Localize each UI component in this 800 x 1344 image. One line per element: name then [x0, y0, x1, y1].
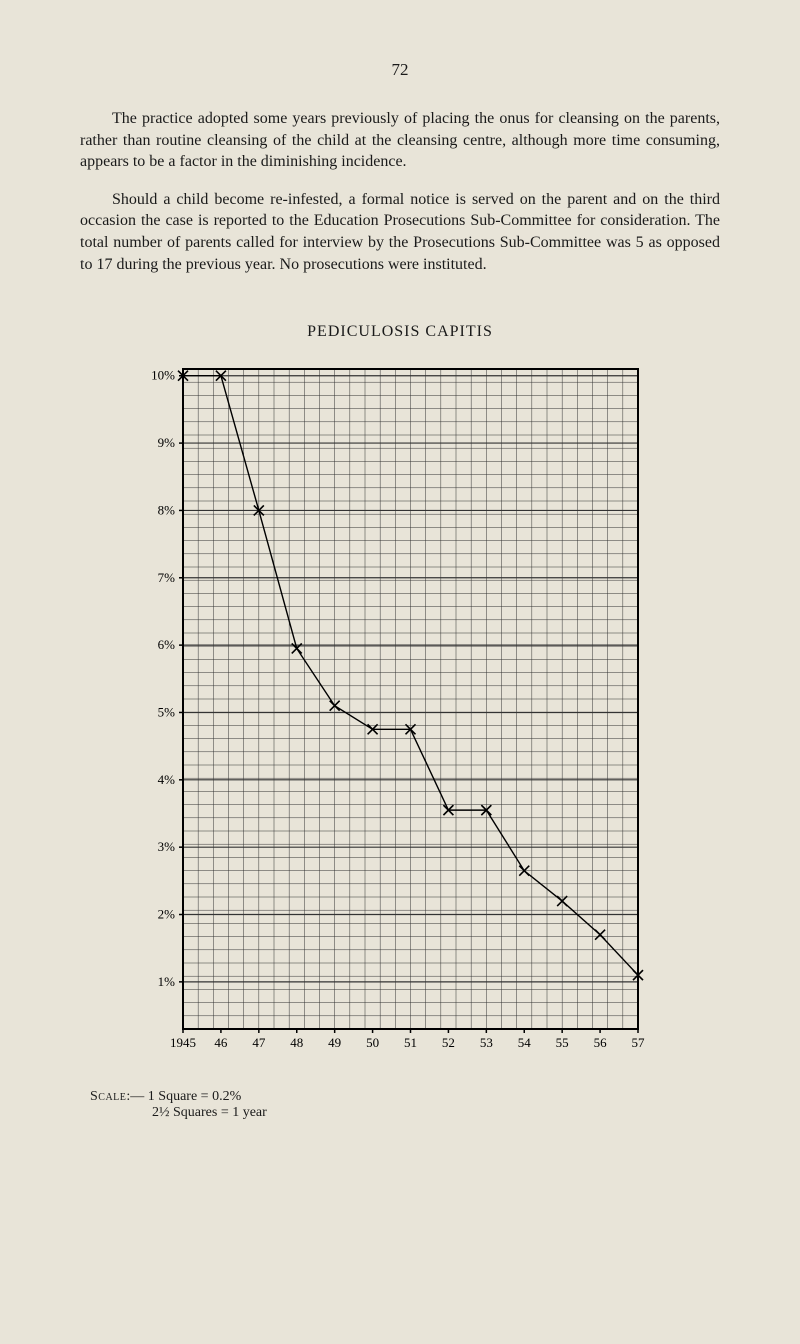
svg-text:1%: 1% [158, 974, 176, 989]
svg-text:55: 55 [556, 1035, 569, 1050]
pediculosis-chart: 1% 2% 3% 4% 5% 6% 7% 8% 9% 10% 1945 46 47 48 49 50 51 52 5… [125, 361, 655, 1071]
svg-text:47: 47 [252, 1035, 265, 1050]
svg-text:1945: 1945 [170, 1035, 196, 1050]
svg-text:50: 50 [366, 1035, 379, 1050]
paragraph-1: The practice adopted some years previous… [80, 108, 720, 173]
scale-line1: :— 1 Square = 0.2% [126, 1089, 241, 1104]
chart-title: PEDICULOSIS CAPITIS [80, 323, 720, 341]
svg-text:6%: 6% [158, 637, 176, 652]
scale-line2: 2½ Squares = 1 year [152, 1105, 720, 1121]
svg-text:5%: 5% [158, 705, 176, 720]
svg-text:3%: 3% [158, 839, 176, 854]
svg-text:54: 54 [518, 1035, 532, 1050]
svg-text:46: 46 [214, 1035, 228, 1050]
svg-text:53: 53 [480, 1035, 493, 1050]
scale-prefix: Scale [90, 1089, 126, 1104]
svg-text:2%: 2% [158, 907, 176, 922]
svg-text:8%: 8% [158, 503, 176, 518]
svg-text:7%: 7% [158, 570, 176, 585]
svg-text:51: 51 [404, 1035, 417, 1050]
svg-text:57: 57 [632, 1035, 646, 1050]
svg-text:4%: 4% [158, 772, 176, 787]
paragraph-2: Should a child become re-infested, a for… [80, 189, 720, 275]
svg-text:9%: 9% [158, 435, 176, 450]
svg-text:52: 52 [442, 1035, 455, 1050]
scale-note: Scale:— 1 Square = 0.2% [90, 1089, 720, 1105]
svg-text:10%: 10% [151, 368, 175, 383]
svg-text:48: 48 [290, 1035, 303, 1050]
svg-text:49: 49 [328, 1035, 341, 1050]
page-number: 72 [80, 60, 720, 80]
svg-text:56: 56 [594, 1035, 608, 1050]
